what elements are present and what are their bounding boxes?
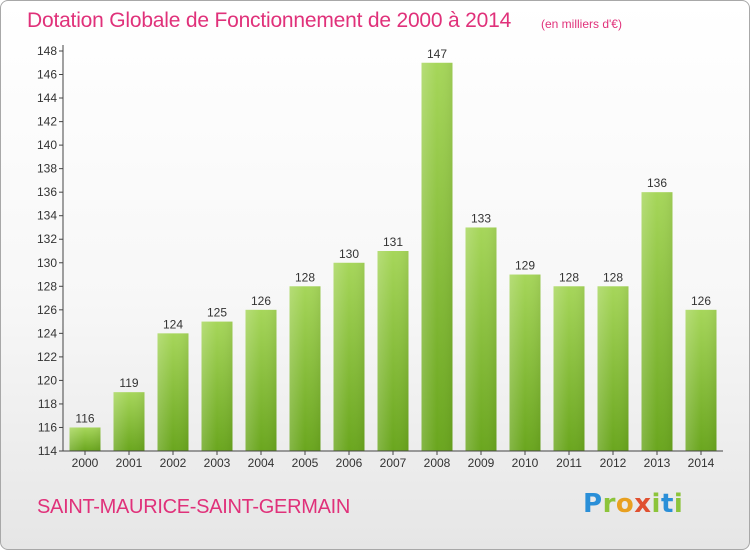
value-label-2002: 124 xyxy=(163,317,183,331)
value-label-2013: 136 xyxy=(647,176,667,190)
y-tick-label-124: 124 xyxy=(37,326,57,340)
y-tick-label-116: 116 xyxy=(38,420,57,434)
value-label-2001: 119 xyxy=(119,376,138,390)
y-tick-label-138: 138 xyxy=(37,162,57,176)
y-tick-label-146: 146 xyxy=(37,68,57,82)
x-tick-label-2003: 2003 xyxy=(204,456,231,470)
x-tick-label-2013: 2013 xyxy=(644,456,671,470)
value-label-2009: 133 xyxy=(471,211,491,225)
bar-shade-2002 xyxy=(157,333,189,451)
chart-title: Dotation Globale de Fonctionnement de 20… xyxy=(27,9,512,32)
y-tick-label-114: 114 xyxy=(38,444,57,458)
bar-shade-2004 xyxy=(245,309,277,451)
y-tick-label-140: 140 xyxy=(37,138,57,152)
bar-shade-2012 xyxy=(597,286,629,451)
value-label-2005: 128 xyxy=(295,270,315,284)
x-tick-label-2006: 2006 xyxy=(336,456,363,470)
x-tick-label-2011: 2011 xyxy=(556,456,582,470)
x-tick-label-2009: 2009 xyxy=(468,456,495,470)
bar-shade-2009 xyxy=(465,227,497,451)
proxiti-logo[interactable]: Proxiti xyxy=(583,489,684,519)
bar-shade-2007 xyxy=(377,251,409,451)
y-tick-label-130: 130 xyxy=(37,256,57,270)
value-label-2000: 116 xyxy=(75,411,94,425)
y-tick-label-122: 122 xyxy=(37,350,57,364)
y-tick-label-144: 144 xyxy=(37,91,57,105)
bars-layer: 116 119 124 125 126 128 130 131 147 133 129 128 128 1… xyxy=(69,47,717,452)
x-tick-label-2002: 2002 xyxy=(160,456,187,470)
x-tick-label-2004: 2004 xyxy=(248,456,275,470)
y-tick-label-118: 118 xyxy=(38,397,57,411)
axis-layer: 114 116 118 120 122 124 126 128 130 132 134 136 138 1… xyxy=(37,44,723,470)
bar-shade-2003 xyxy=(201,321,233,451)
y-tick-label-128: 128 xyxy=(37,279,57,293)
bar-shade-2000 xyxy=(69,427,101,451)
value-label-2007: 131 xyxy=(383,235,403,249)
x-tick-label-2014: 2014 xyxy=(688,456,715,470)
bar-shade-2006 xyxy=(333,262,365,451)
y-tick-label-136: 136 xyxy=(37,185,57,199)
x-tick-label-2010: 2010 xyxy=(512,456,539,470)
y-tick-label-142: 142 xyxy=(37,115,57,129)
bar-shade-2005 xyxy=(289,286,321,451)
y-tick-label-132: 132 xyxy=(37,232,57,246)
value-label-2012: 128 xyxy=(603,270,623,284)
bar-shade-2013 xyxy=(641,192,673,452)
bar-shade-2001 xyxy=(113,392,145,451)
x-tick-label-2008: 2008 xyxy=(424,456,451,470)
bar-shade-2008 xyxy=(421,62,453,451)
x-tick-label-2012: 2012 xyxy=(600,456,627,470)
value-label-2004: 126 xyxy=(251,294,271,308)
value-label-2008: 147 xyxy=(427,47,447,61)
y-tick-label-134: 134 xyxy=(37,209,57,223)
y-tick-label-120: 120 xyxy=(37,373,57,387)
commune-name: SAINT-MAURICE-SAINT-GERMAIN xyxy=(37,496,351,518)
bar-shade-2011 xyxy=(553,286,585,451)
value-label-2006: 130 xyxy=(339,247,359,261)
value-label-2011: 128 xyxy=(559,270,579,284)
value-label-2010: 129 xyxy=(515,259,535,273)
x-tick-label-2005: 2005 xyxy=(292,456,319,470)
x-tick-label-2007: 2007 xyxy=(380,456,407,470)
x-tick-label-2000: 2000 xyxy=(72,456,99,470)
value-label-2003: 125 xyxy=(207,306,227,320)
y-tick-label-126: 126 xyxy=(37,303,57,317)
x-tick-label-2001: 2001 xyxy=(116,456,143,470)
y-tick-label-148: 148 xyxy=(37,44,57,58)
bar-shade-2014 xyxy=(685,309,717,451)
chart-unit-note: (en milliers d'€) xyxy=(541,17,622,31)
bar-shade-2010 xyxy=(509,274,541,451)
value-label-2014: 126 xyxy=(691,294,711,308)
